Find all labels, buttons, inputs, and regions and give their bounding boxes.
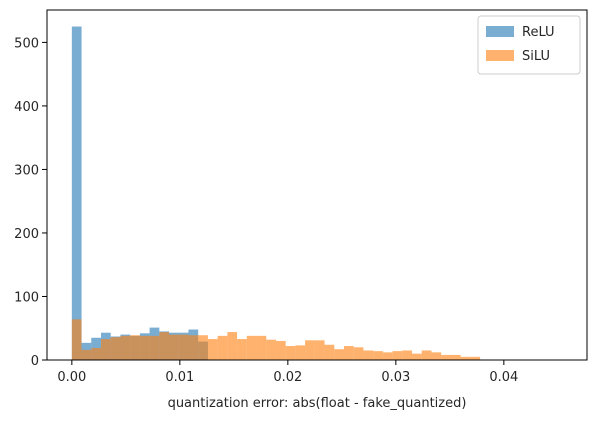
bar-silu-16 — [227, 332, 238, 360]
bar-silu-41 — [470, 356, 481, 360]
legend-label-silu: SiLU — [522, 49, 550, 64]
axes-frame — [46, 9, 588, 361]
x-axis: 0.00 0.01 0.02 0.03 0.04 — [57, 360, 518, 385]
bar-silu-33 — [392, 351, 403, 360]
bar-silu-20 — [266, 339, 276, 360]
legend-label-relu: ReLU — [522, 25, 555, 40]
bar-silu-4 — [110, 337, 121, 360]
x-axis-title: quantization error: abs(float - fake_qua… — [168, 396, 467, 411]
y-tick-label: 0 — [31, 354, 39, 369]
bar-silu-22 — [285, 346, 296, 360]
bar-silu-18 — [246, 335, 257, 360]
bar-silu-30 — [363, 350, 374, 360]
legend-swatch-relu — [486, 26, 514, 37]
bar-silu-37 — [431, 352, 442, 360]
bar-silu-9 — [159, 332, 170, 360]
bar-silu-0 — [71, 319, 82, 360]
y-tick-label: 500 — [14, 36, 39, 51]
bars-layer — [71, 26, 481, 360]
bar-silu-6 — [130, 335, 140, 360]
y-tick-label: 100 — [14, 290, 39, 305]
legend: ReLU SiLU — [477, 15, 581, 75]
bar-silu-35 — [412, 353, 422, 360]
bar-silu-26 — [324, 344, 335, 360]
bar-silu-39 — [450, 354, 461, 360]
x-tick-label: 0.02 — [273, 370, 302, 385]
bar-silu-38 — [441, 354, 451, 360]
bar-silu-2 — [91, 347, 101, 360]
x-tick-label: 0.01 — [165, 370, 194, 385]
bar-silu-11 — [178, 334, 189, 360]
bar-silu-5 — [120, 335, 131, 360]
bar-silu-21 — [275, 340, 286, 360]
bar-silu-36 — [421, 350, 432, 360]
bar-silu-12 — [188, 335, 199, 360]
y-axis: 0 100 200 300 400 500 — [14, 36, 47, 369]
bar-silu-27 — [334, 349, 344, 360]
bar-relu-0 — [71, 26, 82, 360]
legend-swatch-silu — [486, 50, 514, 61]
bar-silu-25 — [314, 340, 325, 360]
x-tick-label: 0.03 — [381, 370, 410, 385]
y-tick-label: 200 — [14, 227, 39, 242]
bar-silu-14 — [207, 339, 218, 360]
bar-silu-40 — [460, 356, 471, 360]
bar-silu-28 — [344, 346, 354, 360]
bar-silu-34 — [402, 350, 413, 360]
bar-silu-17 — [237, 339, 247, 360]
bar-silu-7 — [139, 335, 150, 360]
bar-silu-13 — [198, 335, 208, 360]
bar-silu-31 — [373, 351, 383, 360]
x-tick-label: 0.00 — [57, 370, 86, 385]
bar-silu-29 — [353, 347, 364, 360]
bar-silu-32 — [382, 352, 393, 360]
bar-silu-10 — [169, 334, 179, 360]
y-tick-label: 400 — [14, 100, 39, 115]
bar-silu-8 — [149, 335, 160, 360]
x-tick-label: 0.04 — [489, 370, 518, 385]
bar-silu-3 — [101, 339, 111, 360]
bar-silu-19 — [256, 335, 267, 360]
y-tick-label: 300 — [14, 163, 39, 178]
bar-silu-15 — [217, 335, 228, 360]
bar-silu-1 — [81, 349, 92, 360]
bar-silu-23 — [295, 345, 306, 360]
bar-silu-24 — [305, 340, 315, 360]
